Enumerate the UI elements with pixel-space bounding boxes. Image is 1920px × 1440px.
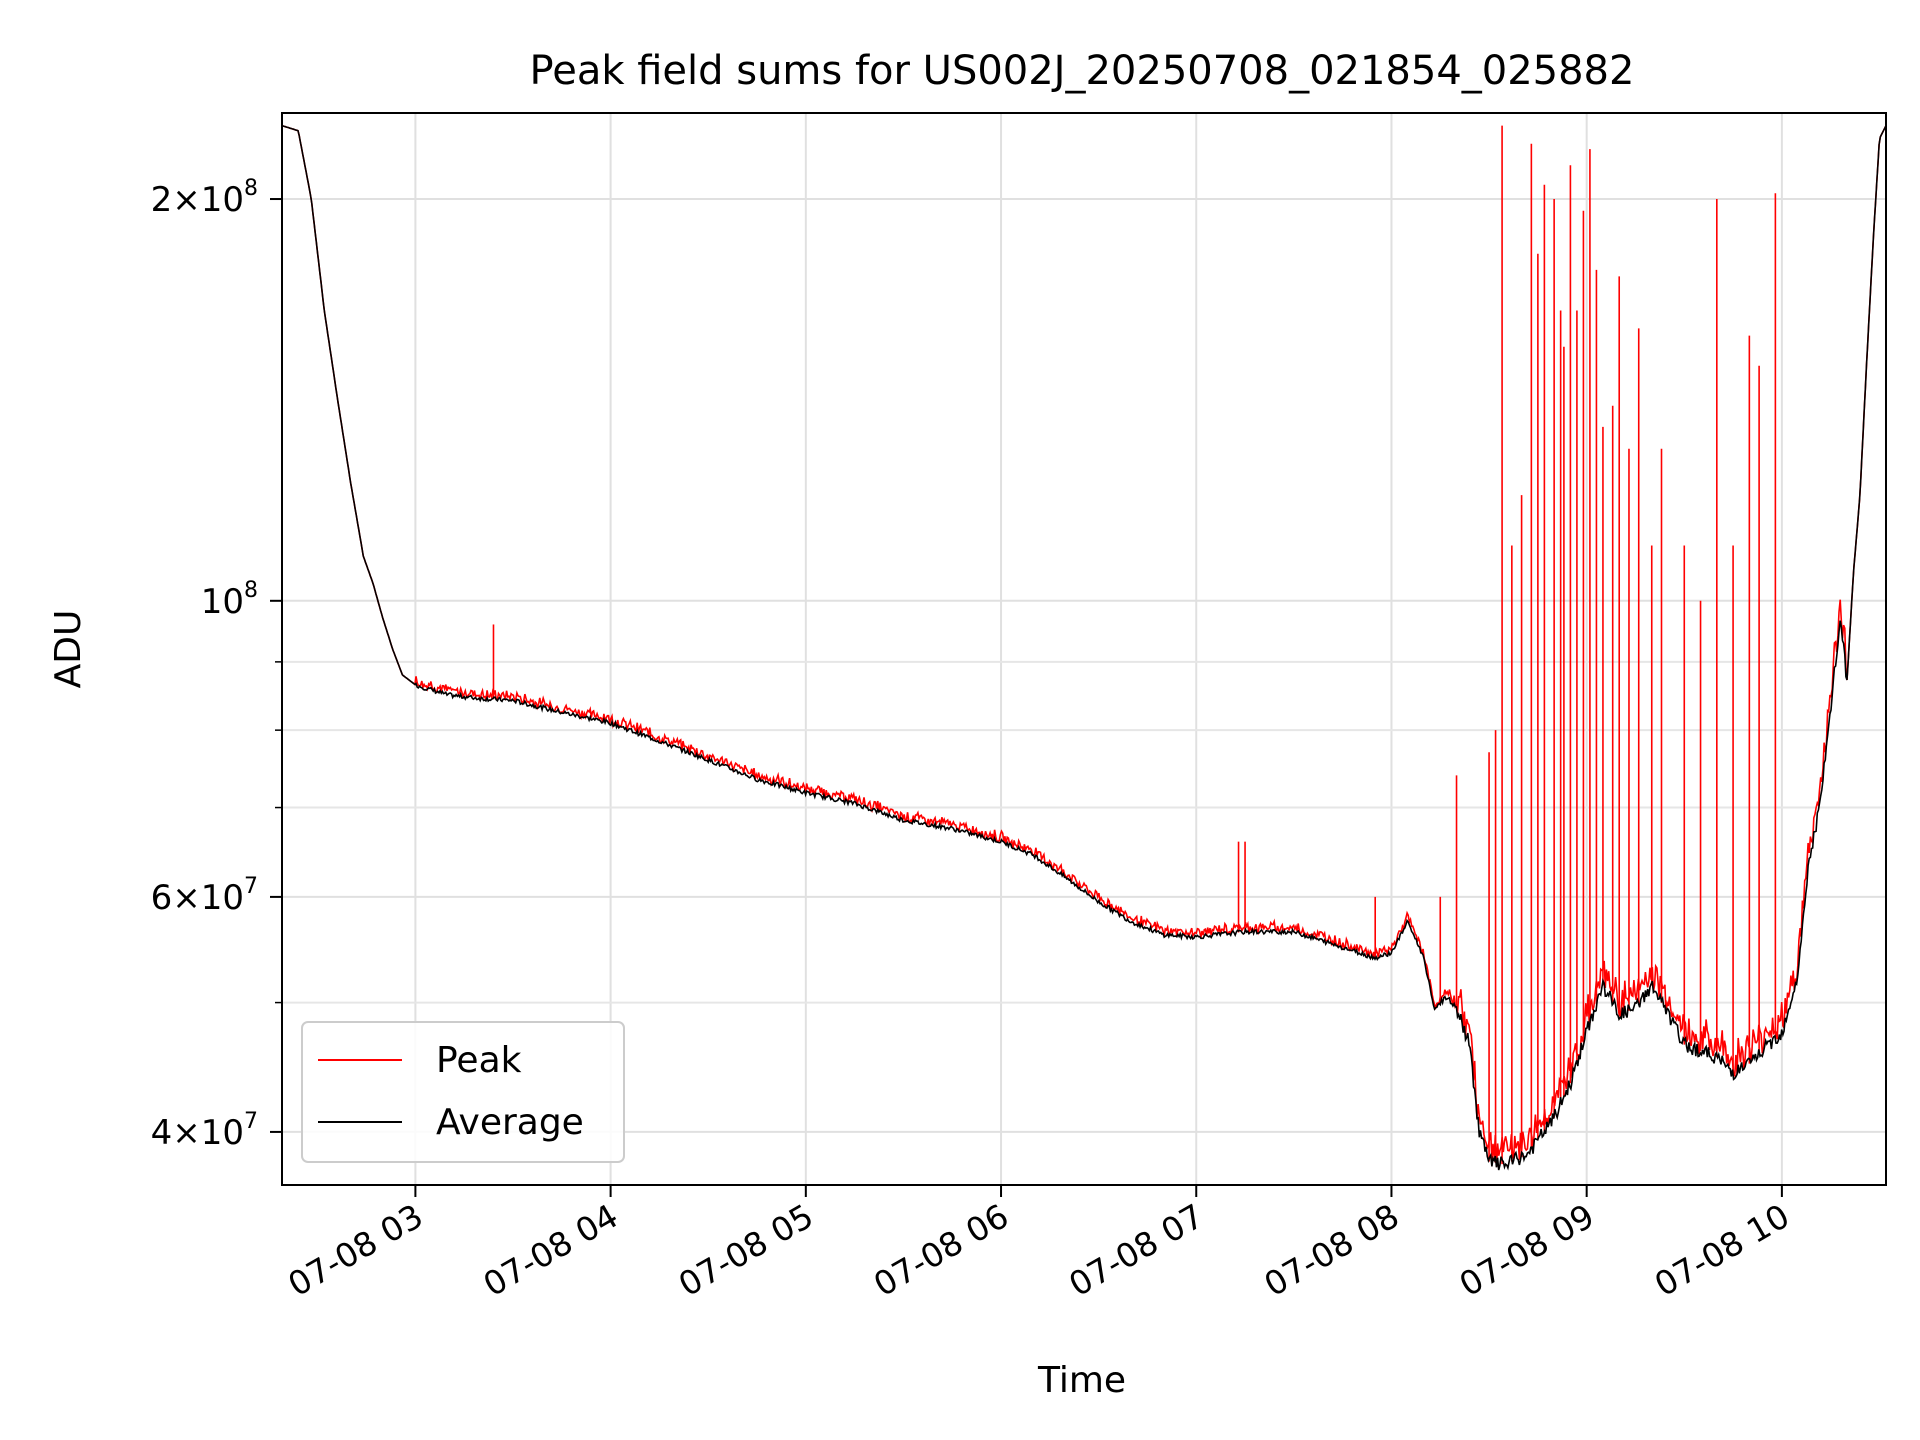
legend-box bbox=[301, 1021, 625, 1163]
plot-area bbox=[281, 124, 1887, 1171]
y-tick-label: 108 bbox=[201, 578, 258, 622]
legend: Peak Average bbox=[301, 1021, 625, 1163]
legend-label-average: Average bbox=[436, 1102, 584, 1143]
average-series-line bbox=[281, 124, 1887, 1171]
y-axis-label: ADU bbox=[48, 610, 89, 689]
legend-label-peak: Peak bbox=[436, 1040, 522, 1081]
plot-frame bbox=[281, 112, 1887, 1186]
y-tick-label: 4×107 bbox=[151, 1109, 258, 1153]
y-tick-label: 6×107 bbox=[151, 874, 258, 918]
chart-title: Peak field sums for US002J_20250708_0218… bbox=[530, 48, 1635, 94]
y-tick-label: 2×108 bbox=[151, 176, 258, 220]
y-axis: 4×107 6×107 108 2×108 bbox=[151, 176, 282, 1153]
x-axis-label: Time bbox=[1037, 1360, 1126, 1401]
